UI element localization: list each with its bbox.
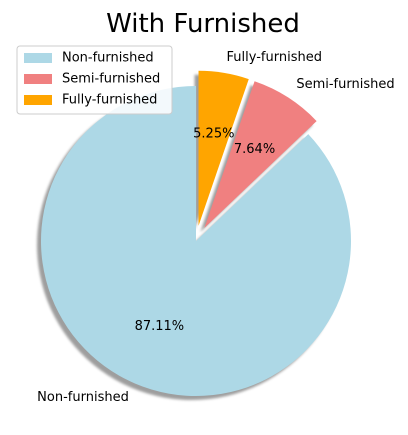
pie-slices xyxy=(41,71,351,396)
value-label-fully-furnished: 5.25% xyxy=(193,126,234,141)
slice-label-semi-furnished: Semi-furnished xyxy=(296,77,394,92)
value-label-non-furnished: 87.11% xyxy=(135,319,185,334)
slice-label-non-furnished: Non-furnished xyxy=(37,390,129,405)
legend: Non-furnished Semi-furnished Fully-furnish… xyxy=(17,46,172,114)
legend-swatch-semi-furnished xyxy=(24,74,52,84)
value-label-semi-furnished: 7.64% xyxy=(234,142,275,157)
legend-label-fully-furnished: Fully-furnished xyxy=(62,93,157,108)
slice-label-fully-furnished: Fully-furnished xyxy=(227,50,322,65)
legend-swatch-non-furnished xyxy=(24,53,52,63)
legend-label-non-furnished: Non-furnished xyxy=(62,51,154,66)
legend-entries: Non-furnished Semi-furnished Fully-furnish… xyxy=(24,51,160,108)
legend-swatch-fully-furnished xyxy=(24,95,52,105)
legend-label-semi-furnished: Semi-furnished xyxy=(62,72,160,87)
chart-title: With Furnished xyxy=(106,9,300,39)
